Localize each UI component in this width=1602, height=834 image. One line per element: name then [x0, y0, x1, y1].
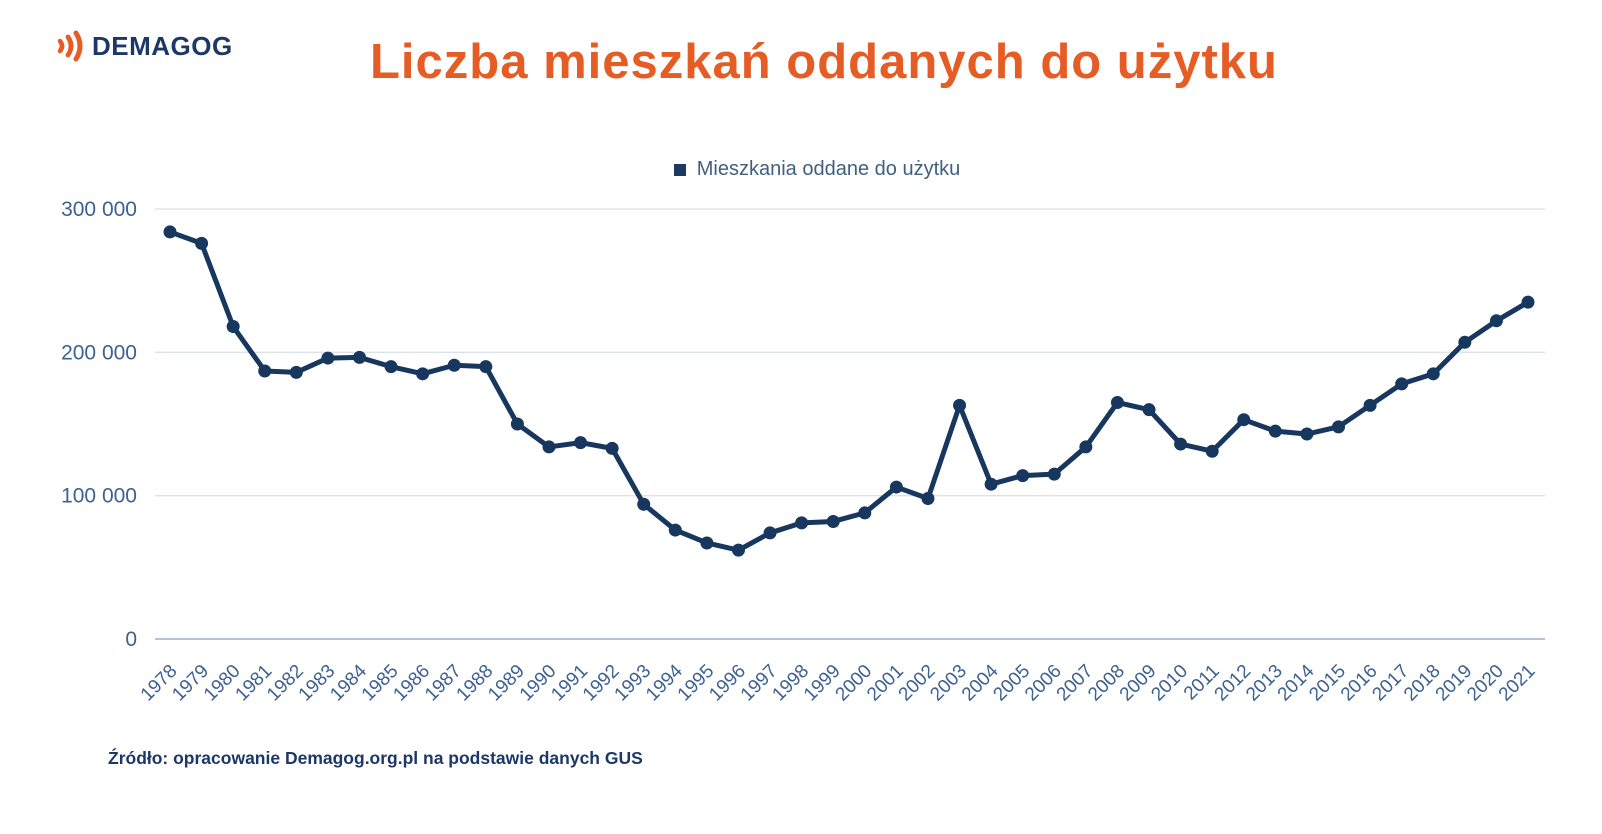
x-tick-label: 2021 [1495, 661, 1540, 706]
data-point-1982 [289, 365, 303, 379]
data-point-1984 [352, 350, 366, 364]
data-point-1994 [668, 523, 682, 537]
data-line [167, 229, 1531, 553]
data-point-1992 [605, 441, 619, 455]
data-point-2001 [889, 480, 903, 494]
data-point-1995 [700, 536, 714, 550]
data-point-1989 [510, 417, 524, 431]
data-point-1993 [637, 497, 651, 511]
legend-label: Mieszkania oddane do użytku [696, 158, 961, 180]
data-point-2018 [1426, 367, 1440, 381]
data-point-2017 [1395, 377, 1409, 391]
data-point-2007 [1079, 440, 1093, 454]
y-tick-label: 0 [125, 628, 137, 651]
y-tick-label: 100 000 [61, 485, 137, 508]
y-tick-label: 300 000 [61, 198, 137, 221]
demagog-logo: DEMAGOG [54, 28, 233, 64]
data-point-1997 [763, 526, 777, 540]
data-point-2011 [1205, 444, 1219, 458]
data-point-2008 [1110, 396, 1124, 409]
data-point-1990 [542, 440, 556, 454]
data-point-2006 [1047, 467, 1061, 481]
data-point-1978 [163, 225, 177, 239]
data-point-2021 [1521, 295, 1535, 309]
data-point-2004 [984, 477, 998, 491]
data-point-2014 [1300, 427, 1314, 441]
data-point-2009 [1142, 403, 1156, 417]
data-point-2003 [953, 398, 967, 412]
logo-text: DEMAGOG [92, 30, 233, 61]
sound-waves-icon [57, 30, 83, 62]
chart-legend: Mieszkania oddane do użytku [32, 158, 1602, 181]
data-point-1986 [416, 367, 430, 381]
data-point-2012 [1237, 413, 1251, 427]
data-point-1979 [195, 236, 209, 250]
data-point-1999 [826, 514, 840, 528]
page-title: Liczba mieszkań oddanych do użytku [369, 35, 1278, 89]
data-point-1988 [479, 360, 493, 374]
data-point-2020 [1489, 314, 1503, 328]
data-point-2000 [858, 506, 872, 520]
data-point-1996 [731, 543, 745, 557]
data-point-1980 [226, 320, 240, 334]
data-point-2019 [1458, 335, 1472, 349]
data-point-2016 [1363, 398, 1377, 412]
data-point-1991 [574, 436, 588, 450]
data-point-2005 [1016, 469, 1030, 483]
data-point-1981 [258, 364, 272, 378]
y-tick-label: 200 000 [61, 341, 137, 364]
legend-marker-icon [673, 163, 686, 176]
data-point-1998 [795, 516, 809, 530]
data-point-2013 [1268, 424, 1282, 438]
data-point-1985 [384, 360, 398, 374]
data-point-2015 [1332, 420, 1346, 434]
data-point-1983 [321, 351, 335, 365]
data-point-2010 [1174, 437, 1188, 451]
data-point-2002 [921, 492, 935, 506]
data-point-1987 [447, 358, 461, 372]
source-note: Źródło: opracowanie Demagog.org.pl na po… [108, 748, 643, 768]
